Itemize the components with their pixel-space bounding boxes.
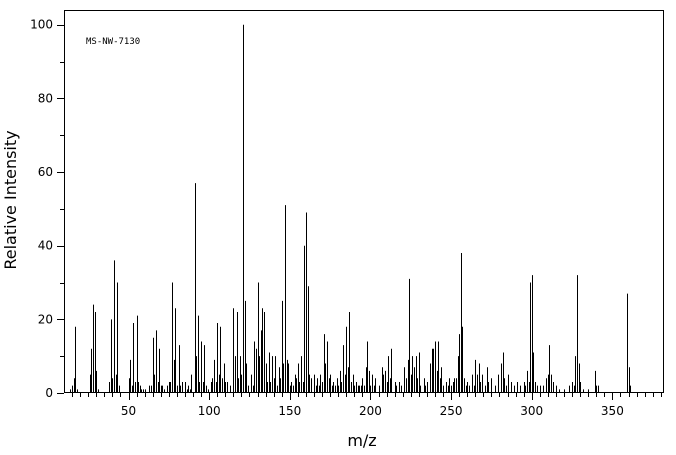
x-tick-label: 100 <box>198 404 221 418</box>
x-tick-label: 150 <box>278 404 301 418</box>
x-tick-label: 300 <box>520 404 543 418</box>
y-tick-label: 80 <box>38 91 53 105</box>
x-tick-label: 200 <box>359 404 382 418</box>
y-tick-label: 20 <box>38 312 53 326</box>
y-tick-label: 40 <box>38 239 53 253</box>
axes-layer: 50 100 150 200 250 300 350 0 20 40 60 80 100 <box>30 10 664 418</box>
x-tick-label: 250 <box>440 404 463 418</box>
x-tick-label: 50 <box>121 404 136 418</box>
x-tick-label: 350 <box>601 404 624 418</box>
y-axis-title: Relative Intensity <box>1 130 20 269</box>
y-tick-label: 60 <box>38 165 53 179</box>
x-axis-title: m/z <box>347 431 376 450</box>
chart-annotation: MS-NW-7130 <box>86 37 140 47</box>
peaks-layer <box>70 24 631 393</box>
plot-frame <box>64 10 664 393</box>
y-tick-label: 0 <box>45 386 53 400</box>
y-tick-label: 100 <box>30 18 53 32</box>
